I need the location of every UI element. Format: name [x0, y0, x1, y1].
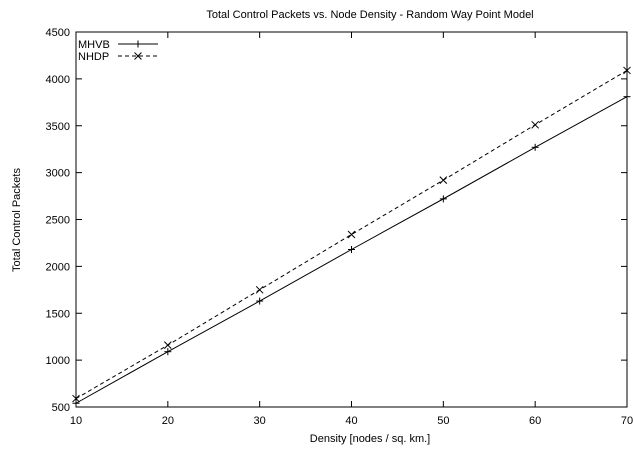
legend-label: NHDP — [78, 51, 109, 63]
series-mhvb — [72, 93, 631, 407]
y-tick-label: 500 — [52, 402, 70, 414]
y-tick-label: 1500 — [46, 308, 70, 320]
series-layer — [72, 66, 631, 407]
legend-item-nhdp: NHDP — [78, 51, 158, 63]
data-point-nhdp — [163, 341, 172, 349]
x-axis-title: Density [nodes / sq. km.] — [310, 433, 430, 445]
x-tick-label: 70 — [621, 415, 633, 427]
y-tick-label: 3000 — [46, 168, 70, 180]
legend-item-mhvb: MHVB — [78, 39, 158, 51]
chart-title: Total Control Packets vs. Node Density -… — [206, 9, 533, 21]
data-point-nhdp — [255, 285, 264, 294]
y-tick-label: 4500 — [46, 27, 70, 39]
x-tick-label: 30 — [254, 415, 266, 427]
data-point-nhdp — [439, 176, 448, 184]
plot-frame — [75, 31, 628, 408]
tick-labels: 10 20 30 40 50 60 70 500 1000 1500 2000 2500 3000 350… — [46, 27, 633, 427]
x-tick-label: 10 — [70, 415, 82, 427]
legend-label: MHVB — [78, 39, 110, 51]
data-point-nhdp — [72, 394, 80, 403]
legend-marker — [134, 40, 142, 48]
data-point-mhvb — [72, 399, 80, 407]
y-tick-label: 2500 — [46, 215, 70, 227]
y-tick-label: 2000 — [46, 261, 70, 273]
data-point-mhvb — [531, 143, 539, 151]
data-point-mhvb — [348, 246, 355, 253]
tick-marks — [75, 31, 628, 408]
y-tick-label: 4000 — [46, 74, 70, 86]
y-tick-label: 1000 — [46, 355, 70, 367]
data-point-nhdp — [347, 230, 356, 239]
x-tick-label: 20 — [162, 415, 174, 427]
data-point-mhvb — [623, 93, 631, 101]
x-tick-label: 40 — [345, 415, 357, 427]
data-point-mhvb — [256, 297, 264, 305]
legend-marker — [134, 52, 142, 60]
data-point-mhvb — [439, 195, 447, 203]
data-point-mhvb — [164, 348, 172, 356]
series-nhdp — [72, 66, 631, 403]
y-tick-label: 3500 — [46, 121, 70, 133]
data-point-nhdp — [623, 66, 631, 75]
y-axis-title: Total Control Packets — [11, 168, 23, 272]
x-tick-label: 50 — [437, 415, 449, 427]
x-tick-label: 60 — [529, 415, 541, 427]
data-point-nhdp — [531, 120, 540, 129]
